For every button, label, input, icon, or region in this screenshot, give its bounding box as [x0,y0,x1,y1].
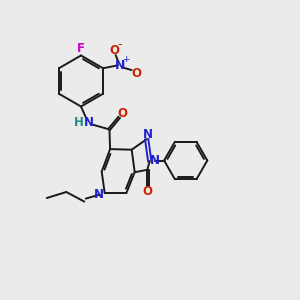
Text: -: - [118,38,123,51]
Text: N: N [143,128,153,141]
Text: F: F [77,42,85,56]
Text: N: N [150,154,160,167]
Text: O: O [109,44,119,57]
Text: H: H [74,116,84,130]
Text: O: O [131,67,141,80]
Text: N: N [114,59,125,72]
Text: O: O [142,185,152,198]
Text: N: N [94,188,104,201]
Text: +: + [122,55,130,64]
Text: O: O [117,107,128,120]
Text: N: N [83,116,94,130]
